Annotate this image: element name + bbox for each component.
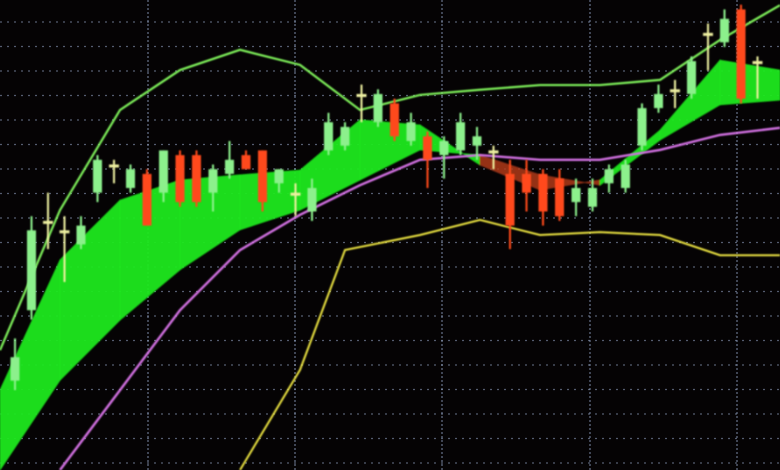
candle (604, 164, 614, 193)
candle-body (159, 150, 168, 193)
candle-body (752, 61, 763, 65)
candle (59, 216, 70, 282)
candle (159, 150, 168, 203)
candle-body (736, 9, 746, 99)
candle-body (571, 188, 581, 203)
candle-body (307, 188, 317, 212)
candle-body (208, 169, 218, 193)
candle (43, 192, 53, 250)
candle-body (225, 159, 234, 174)
candle (472, 126, 482, 160)
candle-body (670, 89, 680, 93)
candle-body (538, 173, 548, 212)
candle (703, 23, 713, 71)
candle (258, 150, 267, 212)
candle (324, 112, 333, 156)
candle-body (687, 61, 696, 94)
moving-average-line (59, 126, 780, 470)
candles (10, 4, 763, 391)
candle (637, 103, 647, 151)
candle (423, 131, 432, 188)
candle-body (604, 169, 614, 184)
candle (307, 178, 317, 221)
candle-body (654, 94, 663, 109)
candle (621, 159, 630, 193)
candle-body (488, 150, 499, 154)
candle-body (274, 169, 284, 184)
candle-body (93, 159, 102, 193)
candle (241, 150, 251, 170)
candle (340, 122, 350, 151)
candle (406, 112, 416, 146)
candle-body (258, 150, 267, 203)
candle-body (192, 155, 201, 203)
candle (192, 150, 201, 207)
candle (274, 169, 284, 193)
candle-body (505, 173, 515, 226)
candle-body (109, 164, 119, 168)
candle (588, 178, 597, 212)
candle-body (340, 126, 350, 146)
candle-body (175, 155, 185, 203)
candle-body (290, 192, 301, 196)
candle-body (390, 103, 399, 137)
candle-body (588, 188, 597, 207)
candle (670, 79, 680, 109)
candle-body (621, 164, 630, 188)
candle-body (703, 32, 713, 36)
candle (538, 169, 548, 226)
candle-body (439, 141, 449, 156)
candle (752, 56, 763, 99)
candle (225, 141, 234, 179)
candle-body (472, 136, 482, 146)
candle (505, 159, 515, 250)
candle (373, 89, 383, 127)
candle (76, 216, 86, 250)
candle (175, 150, 185, 207)
candle (356, 84, 367, 123)
candle (439, 136, 449, 179)
candle-body (720, 18, 729, 43)
candle-body (356, 94, 367, 97)
candle-body (324, 122, 333, 151)
candle (93, 155, 102, 203)
candle-body (142, 173, 152, 226)
candle-body (76, 225, 86, 245)
upper-band-line (0, 4, 780, 351)
candle (208, 164, 218, 212)
candle (720, 9, 729, 47)
candle-body (406, 122, 416, 141)
candle-body (126, 169, 135, 188)
candle (27, 216, 36, 320)
candle (571, 178, 581, 217)
candle (290, 183, 301, 217)
candle (390, 98, 399, 141)
cloud-bullish-segment (719, 59, 780, 106)
candle-body (637, 108, 647, 146)
candle-body (241, 155, 251, 170)
candle (555, 169, 564, 221)
candle (126, 164, 135, 193)
candle-body (423, 136, 432, 160)
candle (488, 145, 499, 170)
candle-body (522, 173, 531, 193)
candle-body (59, 230, 70, 234)
candle-body (10, 357, 20, 381)
candle (654, 84, 663, 113)
candle (10, 338, 20, 391)
candle-body (27, 230, 36, 311)
candle (109, 159, 119, 184)
candle-body (373, 94, 383, 123)
candle (522, 159, 531, 212)
candle (142, 169, 152, 226)
candle-body (555, 178, 564, 217)
candle (687, 56, 696, 99)
candle (456, 112, 465, 156)
candle-body (43, 220, 53, 224)
candle (736, 4, 746, 104)
candle-body (456, 122, 465, 151)
